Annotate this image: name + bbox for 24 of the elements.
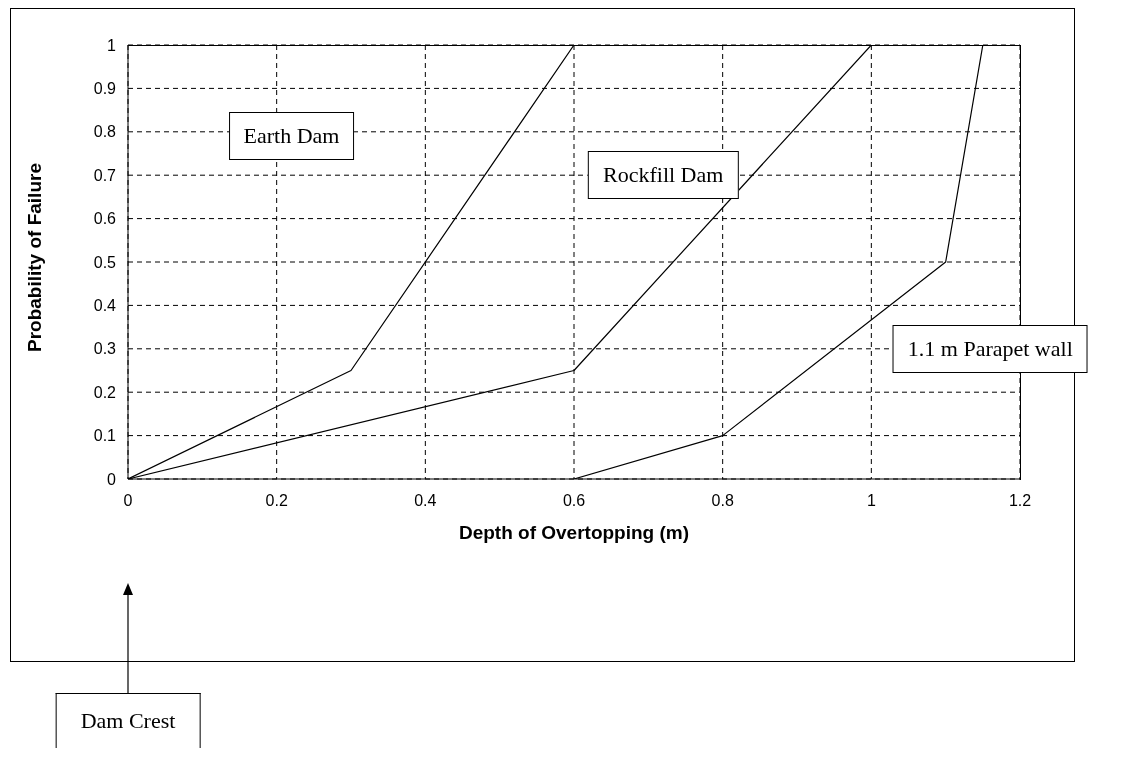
- y-tick-label: 0.2: [93, 383, 117, 401]
- series-label: Rockfill Dam: [588, 151, 739, 200]
- y-tick-label: 0.7: [93, 166, 117, 184]
- x-tick-label: 0.4: [414, 492, 437, 510]
- x-tick-label: 1: [866, 492, 876, 510]
- y-tick-label: 0.4: [93, 297, 117, 315]
- x-tick-label: 0.6: [562, 492, 586, 510]
- x-tick-label: 0: [123, 492, 133, 510]
- text: Earth Dam: [228, 112, 355, 161]
- y-tick-label: 0.3: [93, 340, 117, 358]
- x-axis-title: Depth of Overtopping (m): [458, 522, 690, 543]
- x-tick-label: 0.8: [711, 492, 734, 510]
- series-label: 1.1 m Parapet wall: [892, 324, 1088, 373]
- y-tick-label: 1: [107, 36, 117, 54]
- y-tick-label: 0.5: [93, 253, 117, 271]
- text: Dam Crest: [55, 693, 201, 748]
- y-axis-title: Probability of Failure: [23, 163, 45, 352]
- y-tick-label: 0.9: [93, 80, 117, 98]
- y-tick-label: 0.6: [93, 210, 117, 228]
- x-tick-label: 0.2: [265, 492, 288, 510]
- y-tick-label: 0.8: [93, 123, 117, 141]
- y-tick-label: 0.1: [93, 427, 117, 445]
- x-tick-label: 1.2: [1008, 492, 1032, 510]
- y-tick-label: 0: [107, 470, 117, 488]
